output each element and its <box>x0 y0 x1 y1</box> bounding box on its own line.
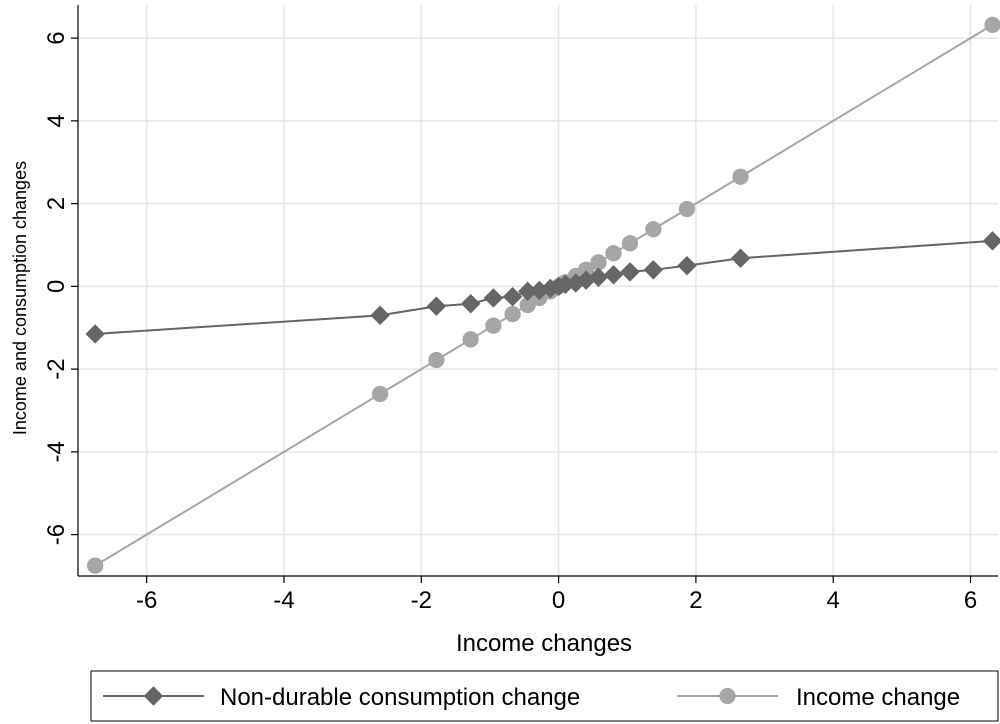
circle-marker <box>732 168 749 185</box>
legend-box <box>90 670 999 722</box>
diamond-marker <box>426 296 447 316</box>
y-tick-label: 2 <box>43 197 70 210</box>
circle-marker <box>719 687 736 705</box>
x-tick-label: 0 <box>552 587 565 614</box>
circle-marker <box>621 235 639 252</box>
legend-item: Income change <box>677 684 960 711</box>
axes: -6 -4 -2 0 2 4 6 -6 -4 -2 0 2 4 6 <box>43 5 998 614</box>
diamond-marker <box>370 305 390 326</box>
series-consumption <box>85 231 1000 344</box>
circle-marker <box>984 16 1000 34</box>
y-tick-label: 0 <box>43 280 70 293</box>
legend-label: Income change <box>796 684 960 711</box>
diamond-marker <box>730 248 751 268</box>
diamond-marker <box>643 260 664 280</box>
diamond-marker <box>982 231 1000 251</box>
circle-marker <box>462 331 479 348</box>
diamond-marker <box>677 255 697 276</box>
circle-marker <box>678 200 696 218</box>
x-tick-label: -4 <box>273 587 294 614</box>
circle-marker <box>504 305 521 323</box>
circle-marker <box>428 351 445 369</box>
diamond-marker <box>143 686 164 706</box>
x-axis-title: Income changes <box>456 630 632 657</box>
series-layer <box>85 16 1000 574</box>
legend-label: Non-durable consumption change <box>220 684 580 711</box>
diamond-marker <box>620 262 640 282</box>
diamond-marker <box>502 286 523 307</box>
circle-marker <box>371 385 389 403</box>
x-tick-label: -2 <box>411 587 432 614</box>
diamond-marker <box>85 324 105 344</box>
circle-marker <box>87 557 104 574</box>
circle-marker <box>605 245 622 262</box>
legend-item: Non-durable consumption change <box>103 684 580 711</box>
x-tick-label: 6 <box>964 587 977 614</box>
x-tick-label: 2 <box>689 587 702 614</box>
y-axis-title: Income and consumption changes <box>10 161 30 435</box>
circle-marker <box>485 317 502 334</box>
x-tick-label: -6 <box>136 587 157 614</box>
diamond-marker <box>461 294 481 314</box>
y-tick-label: -4 <box>43 441 70 462</box>
circle-marker <box>645 221 662 238</box>
diamond-marker <box>603 265 624 285</box>
y-tick-label: -2 <box>43 358 70 379</box>
legend: Non-durable consumption change Income cha… <box>90 670 999 722</box>
y-tick-label: -6 <box>43 524 70 545</box>
diamond-marker <box>483 288 504 308</box>
x-tick-label: 4 <box>827 587 840 614</box>
y-tick-label: 4 <box>43 114 70 127</box>
plot-area: -6 -4 -2 0 2 4 6 -6 -4 -2 0 2 4 6 <box>43 5 1000 614</box>
y-tick-label: 6 <box>43 31 70 44</box>
